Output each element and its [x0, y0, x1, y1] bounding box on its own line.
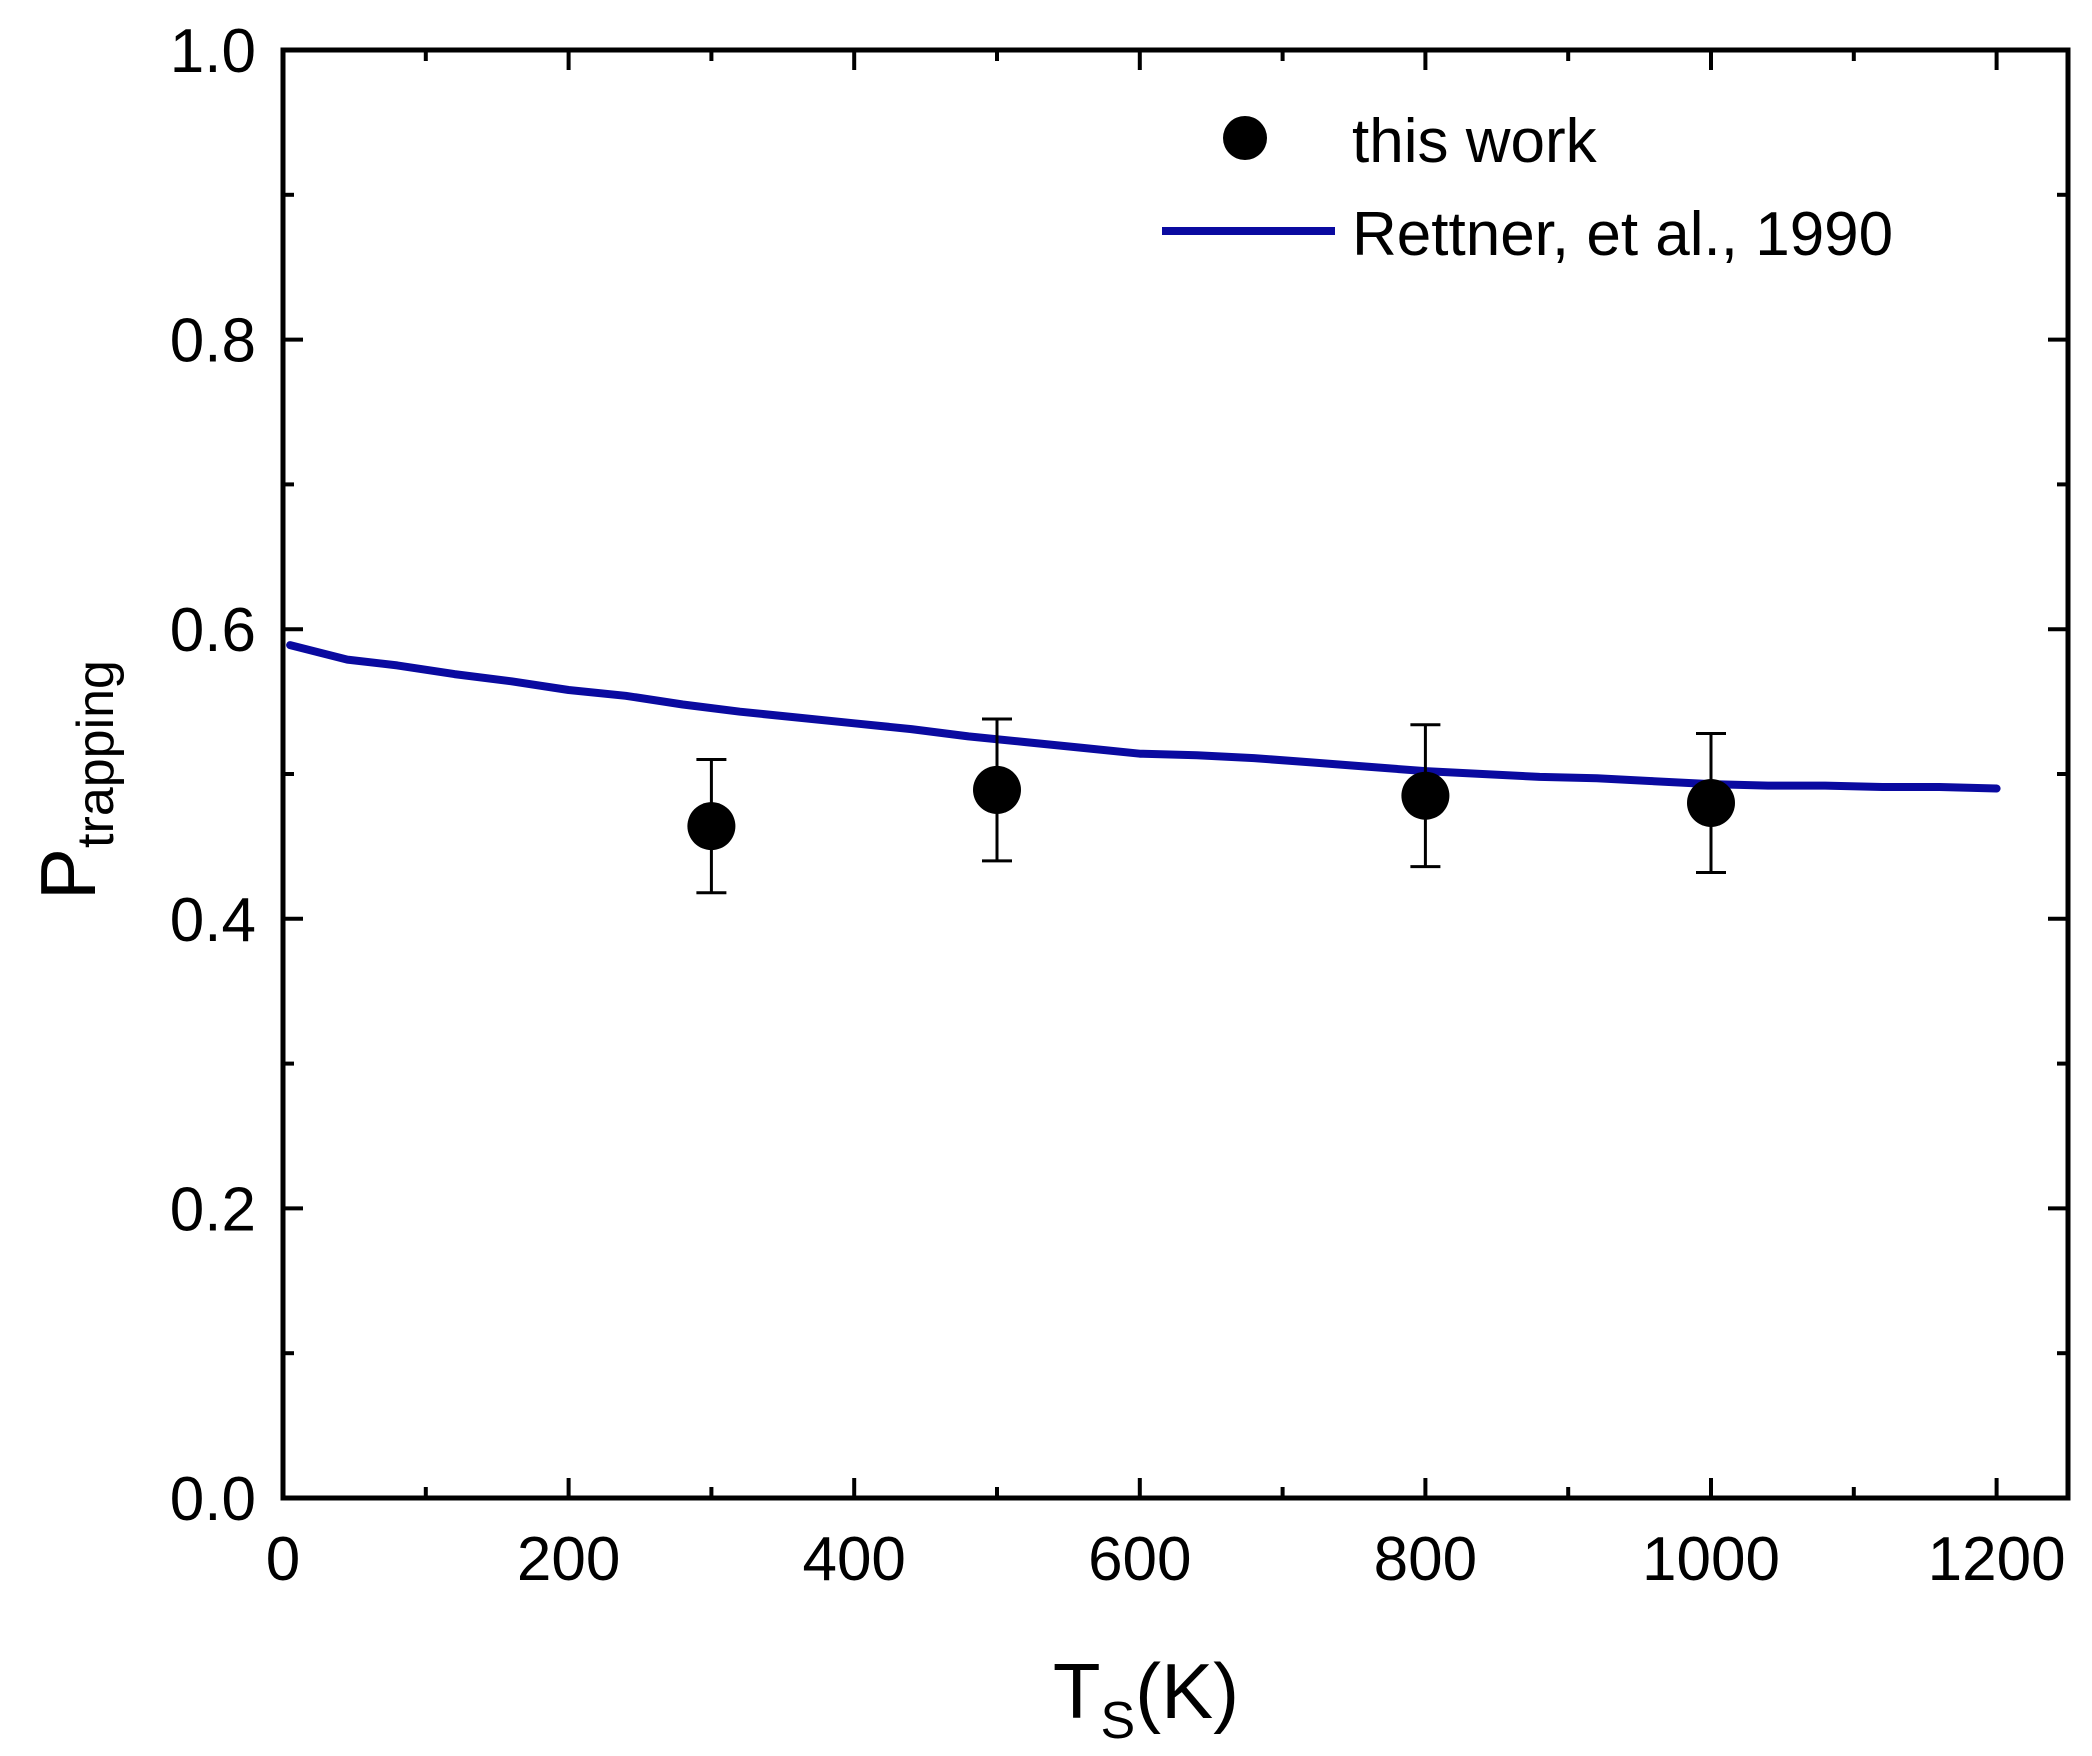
x-tick-label: 800 — [1374, 1525, 1477, 1594]
y-axis-title-sub: trapping — [67, 660, 125, 848]
this-work-point — [1401, 771, 1450, 820]
rettner-1990-line — [286, 641, 2001, 793]
x-tick-label: 1000 — [1642, 1525, 1780, 1594]
series-points-layer — [687, 717, 1735, 895]
plot-frame — [280, 47, 2071, 1501]
legend-label-rettner: Rettner, et al., 1990 — [1352, 200, 1893, 269]
tick-labels: 0 200 400 600 800 1000 1200 0.0 0.2 0.4 0.6 0.8 1.0 — [170, 17, 2066, 1594]
x-tick-label: 600 — [1088, 1525, 1191, 1594]
this-work-point — [1687, 778, 1735, 827]
x-axis-title-sub: S — [1100, 1692, 1135, 1750]
this-work-point — [687, 802, 736, 851]
y-tick-label: 0.0 — [170, 1465, 256, 1534]
x-tick-label: 200 — [517, 1525, 620, 1594]
y-tick-label: 0.2 — [170, 1175, 256, 1244]
x-tick-label: 400 — [802, 1525, 905, 1594]
y-axis-title-main: P — [24, 848, 112, 900]
y-axis-title: Ptrapping — [24, 660, 125, 900]
x-tick-label: 1200 — [1928, 1525, 2066, 1594]
legend: this work Rettner, et al., 1990 — [1162, 107, 1893, 269]
y-tick-label: 0.4 — [170, 886, 256, 955]
legend-label-this-work: this work — [1352, 107, 1598, 176]
this-work-point — [973, 765, 1021, 814]
legend-marker-this-work — [1223, 116, 1267, 160]
x-axis-title-suffix: (K) — [1135, 1647, 1239, 1735]
y-tick-label: 1.0 — [170, 17, 256, 86]
series-line-layer — [286, 641, 2001, 793]
x-axis-title-main: T — [1053, 1647, 1101, 1735]
x-axis-title: TS(K) — [1053, 1647, 1239, 1750]
y-tick-label: 0.6 — [170, 596, 256, 665]
x-tick-label: 0 — [266, 1525, 300, 1594]
y-tick-label: 0.8 — [170, 307, 256, 376]
